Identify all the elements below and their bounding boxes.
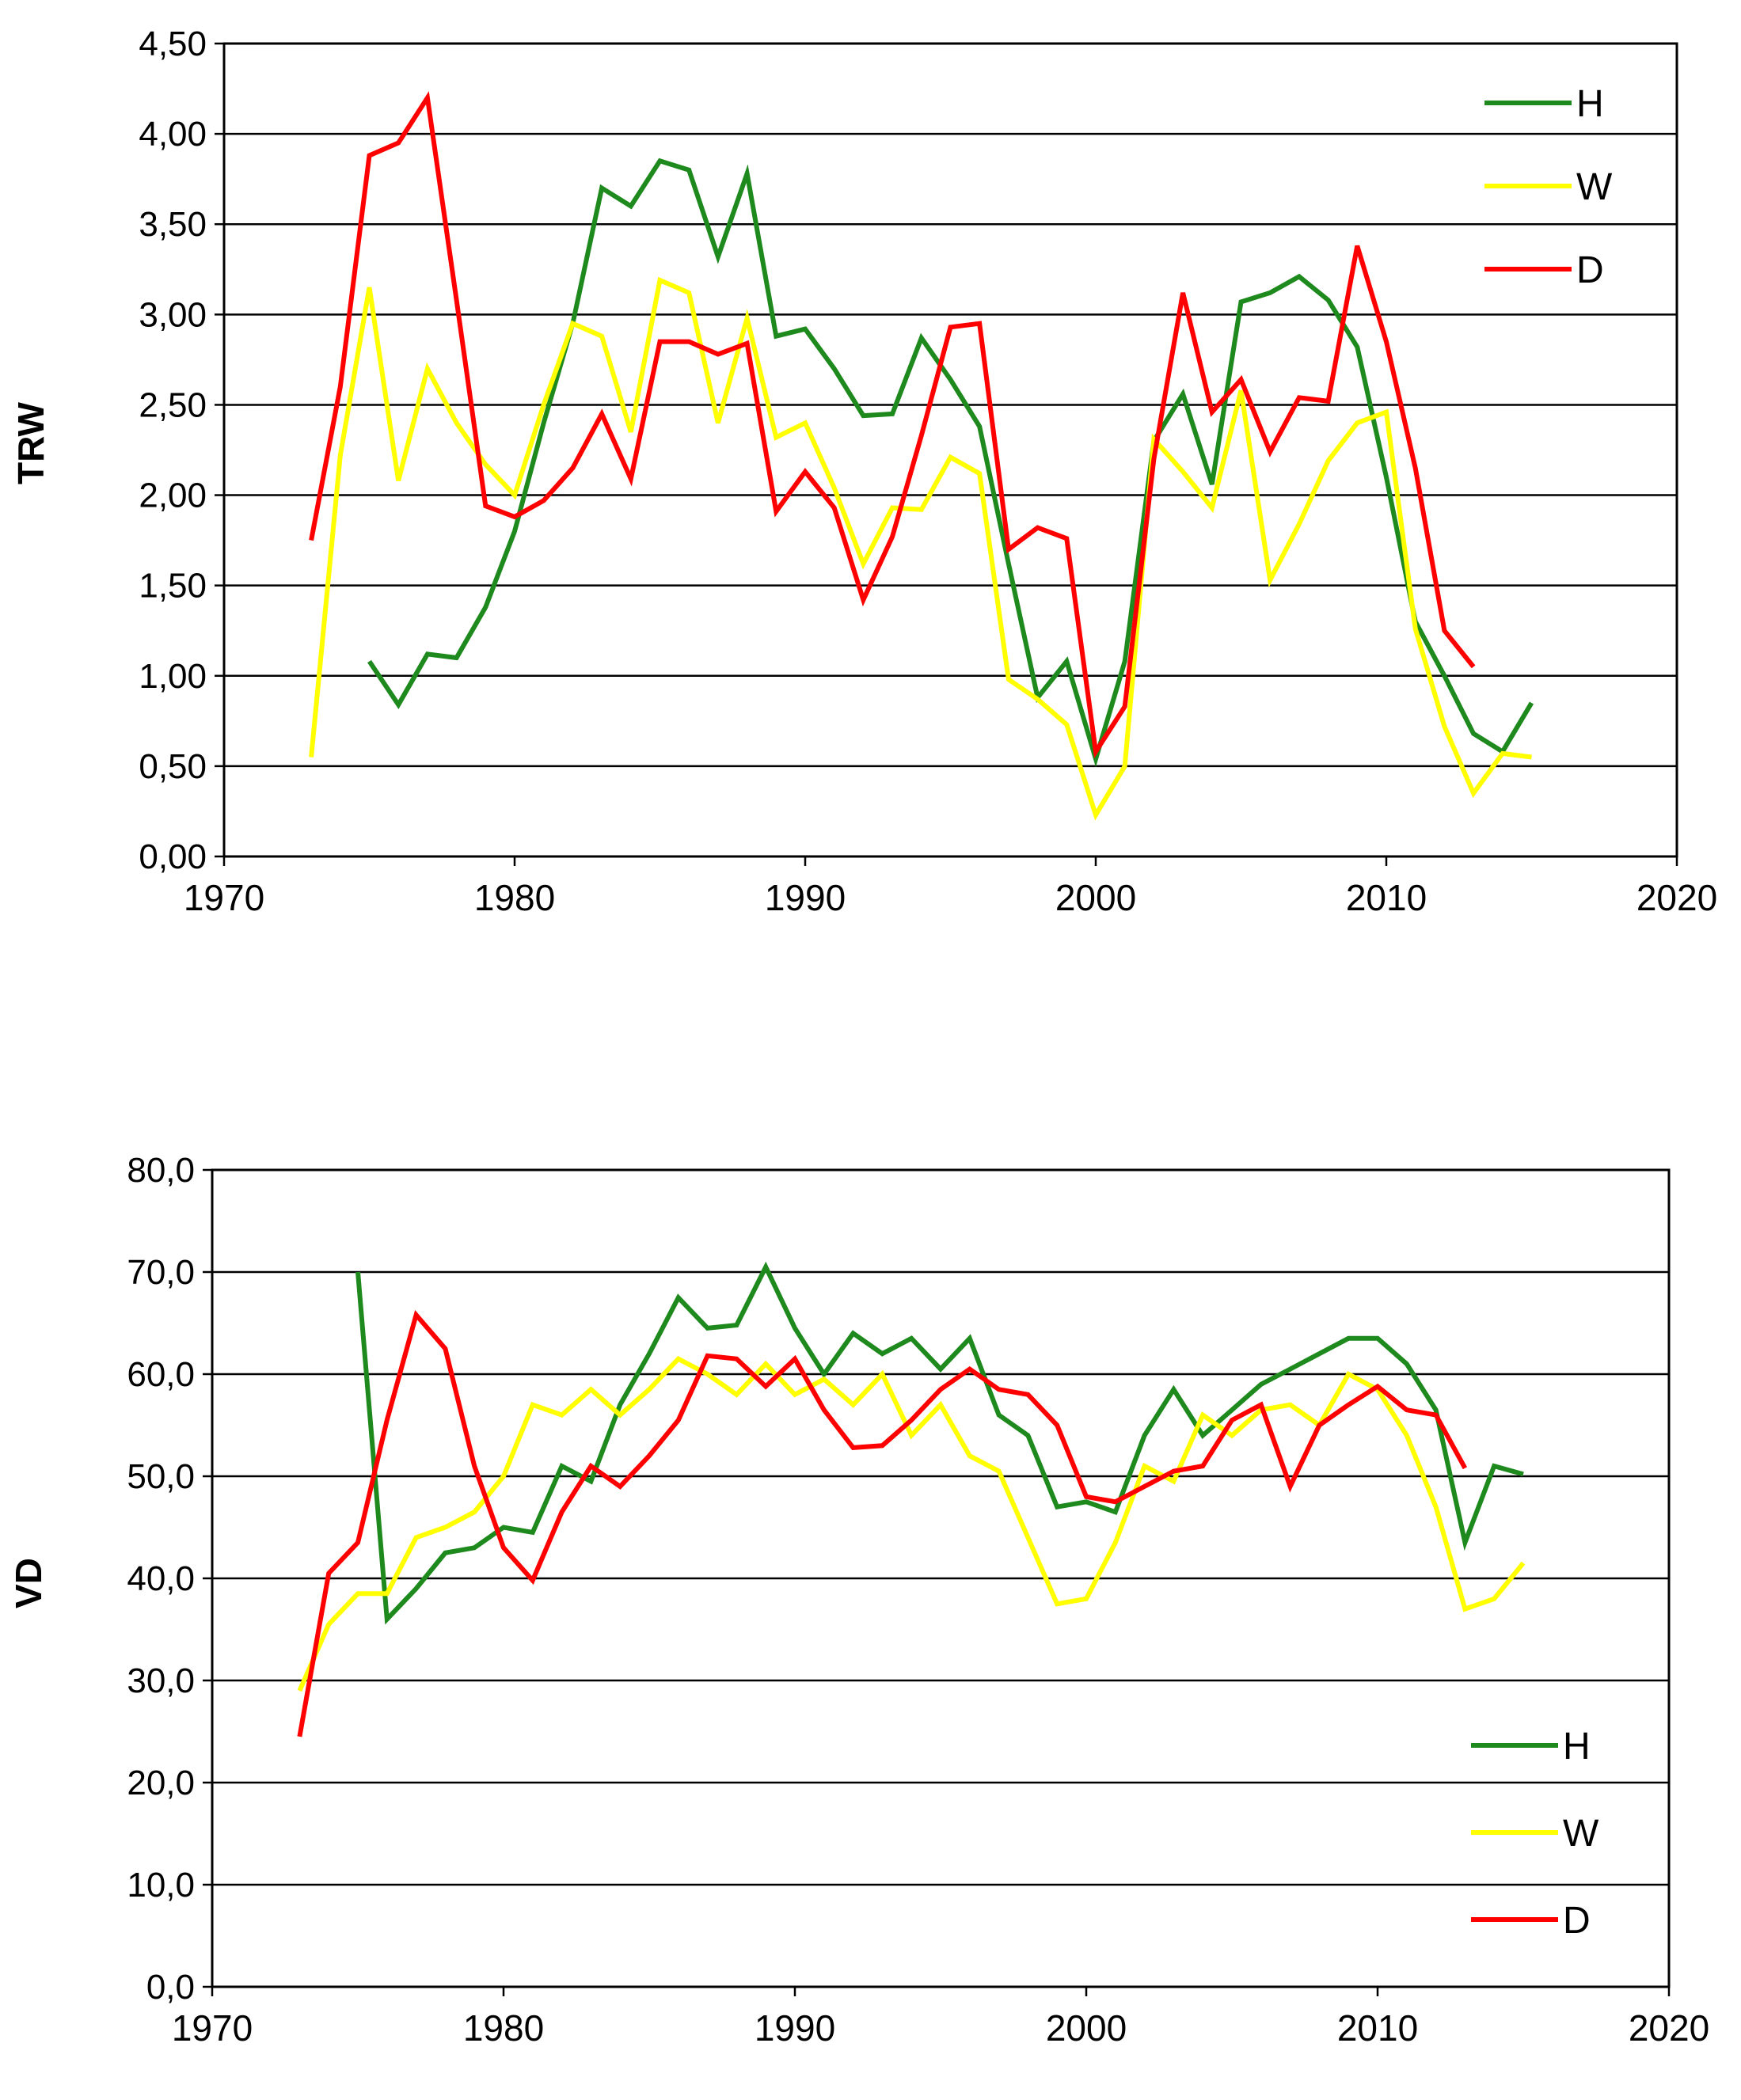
y-tick-label: 20,0 (127, 1764, 195, 1802)
x-tick-label: 1970 (184, 877, 264, 918)
y-axis-label: TRW (10, 401, 51, 484)
y-tick-label: 0,50 (139, 747, 207, 786)
legend-label-d: D (1563, 1900, 1591, 1942)
vd-chart: 0,0 10,0 20,0 30,0 40,0 50,0 60,0 70,0 80,0 1970 1… (8, 1151, 1709, 2049)
legend-label-h: H (1576, 83, 1604, 125)
x-tick-label: 2010 (1346, 877, 1427, 918)
legend: HWD (1484, 83, 1613, 291)
series-line-w (309, 276, 1532, 821)
legend: H W D (1471, 1726, 1599, 1942)
x-tick-label: 2020 (1636, 877, 1717, 918)
y-tick-label: 0,00 (139, 837, 207, 876)
series-lines (297, 1261, 1526, 1737)
x-tick-label: 1980 (474, 877, 555, 918)
legend-label-h: H (1563, 1726, 1591, 1768)
y-tick-label: 50,0 (127, 1457, 195, 1496)
y-tick-label: 3,00 (139, 295, 207, 334)
plot-area (222, 42, 1678, 858)
y-tick-label: 2,00 (139, 477, 207, 515)
y-tick-label: 4,00 (139, 115, 207, 154)
y-tick-label: 60,0 (127, 1355, 195, 1394)
legend-label-w: W (1563, 1813, 1599, 1855)
x-tick-label: 1970 (172, 2007, 253, 2049)
series-line-h (355, 1261, 1524, 1625)
y-tick-label: 40,0 (127, 1559, 195, 1598)
y-tick-label: 0,0 (146, 1968, 195, 2007)
series-line-d (309, 91, 1476, 759)
x-tick-label: 1980 (463, 2007, 544, 2049)
y-tick-label: 80,0 (127, 1151, 195, 1190)
legend-label-d: D (1576, 249, 1604, 291)
x-tick-label: 1990 (765, 877, 846, 918)
y-tick-label: 30,0 (127, 1661, 195, 1700)
trw-chart: 0,00 0,50 1,00 1,50 2,00 2,50 3,00 3,50 4,00 4,50… (10, 25, 1717, 918)
x-tick-label: 2010 (1337, 2007, 1418, 2049)
series-lines (309, 91, 1534, 821)
y-tick-label: 10,0 (127, 1866, 195, 1904)
y-tick-label: 2,50 (139, 385, 207, 424)
y-tick-label: 1,50 (139, 567, 207, 606)
y-axis-label: VD (8, 1558, 49, 1608)
y-tick-label: 4,50 (139, 25, 207, 63)
x-tick-label: 2020 (1629, 2007, 1709, 2049)
legend-label-w: W (1576, 166, 1613, 208)
y-tick-label: 70,0 (127, 1253, 195, 1292)
x-tick-label: 2000 (1046, 2007, 1127, 2049)
x-tick-label: 2000 (1055, 877, 1136, 918)
x-tick-label: 1990 (755, 2007, 835, 2049)
series-line-d (297, 1309, 1468, 1737)
y-tick-label: 3,50 (139, 205, 207, 244)
y-tick-label: 1,00 (139, 657, 207, 696)
